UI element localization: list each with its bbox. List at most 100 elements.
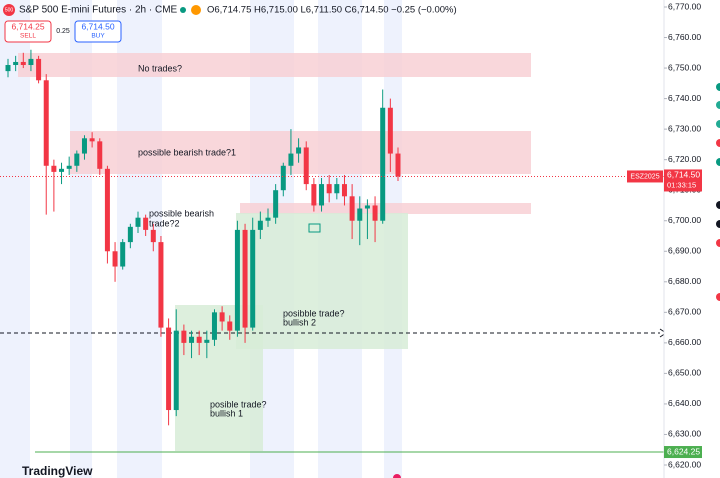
candle-body — [135, 217, 141, 227]
candle-body — [36, 58, 42, 81]
candle-body — [372, 205, 378, 221]
d-badge — [191, 5, 201, 15]
symbol-icon — [3, 4, 15, 16]
candle-body — [196, 336, 202, 343]
y-tick-label: 6,640.00 — [668, 398, 701, 408]
y-tick-label: 6,750.00 — [668, 62, 701, 72]
symbol-tag-bg — [627, 170, 663, 183]
candle-body — [43, 80, 49, 166]
annotation: posible trade? — [210, 399, 267, 409]
candle-body — [364, 205, 370, 209]
buy-price: 6,714.50 — [81, 21, 114, 31]
candle-body — [265, 217, 271, 221]
spread: 0.25 — [56, 28, 70, 35]
y-tick-label: 6,720.00 — [668, 154, 701, 164]
annotation: bullish 2 — [283, 317, 316, 327]
candle-body — [127, 226, 133, 243]
candle-body — [89, 138, 95, 142]
candle-body — [59, 168, 65, 172]
candle-body — [74, 153, 80, 166]
price-axis-bg — [664, 0, 702, 478]
candle-body — [173, 330, 179, 411]
y-tick-label: 6,650.00 — [668, 368, 701, 378]
candle-body — [28, 58, 34, 66]
annotation: No trades? — [138, 63, 182, 73]
candle-body — [280, 165, 286, 191]
status-dot — [180, 7, 186, 13]
y-tick-label: 6,630.00 — [668, 429, 701, 439]
y-tick-label: 6,680.00 — [668, 276, 701, 286]
candle-body — [189, 336, 195, 343]
sell-price: 6,714.25 — [11, 21, 44, 31]
symbol-badge: 500 — [5, 7, 14, 13]
y-tick-label: 6,660.00 — [668, 337, 701, 347]
zones — [18, 53, 531, 451]
candle-body — [273, 190, 279, 218]
countdown: 01:33:15 — [667, 180, 696, 189]
event-marker — [393, 474, 401, 478]
candle-body — [120, 242, 126, 267]
candle-body — [51, 165, 57, 172]
horizontal-line-label-bg — [664, 446, 702, 459]
candle-body — [81, 138, 87, 154]
candle-body — [143, 217, 149, 230]
ohlc-header: O6,714.75 H6,715.00 L6,711.50 C6,714.50 … — [207, 5, 457, 16]
buy-label: BUY — [91, 33, 105, 40]
annotation: possible bearish — [149, 208, 214, 218]
y-tick-label: 6,740.00 — [668, 93, 701, 103]
symbol-tag: ESZ2025 — [630, 173, 659, 180]
chart-title: S&P 500 E-mini Futures · 2h · CME — [19, 5, 178, 16]
price-label-bg — [664, 169, 702, 192]
candle-body — [158, 242, 164, 328]
candle-body — [319, 184, 325, 206]
y-tick-label: 6,760.00 — [668, 32, 701, 42]
candle-body — [296, 147, 302, 154]
candle-body — [257, 220, 263, 230]
candle-body — [242, 229, 248, 328]
candle-body — [303, 147, 309, 185]
candle-body — [227, 321, 233, 331]
candle-body — [326, 184, 332, 194]
candle-body — [104, 168, 110, 252]
candle-body — [250, 229, 256, 328]
horizontal-line-label: 6,624.25 — [667, 446, 700, 456]
price-label: 6,714.50 — [667, 170, 700, 180]
candle-body — [13, 61, 19, 66]
candle-body — [288, 153, 294, 166]
y-tick-label: 6,620.00 — [668, 459, 701, 469]
annotation: possible bearish trade?1 — [138, 147, 236, 157]
y-tick-label: 6,770.00 — [668, 1, 701, 11]
candle-body — [166, 327, 172, 411]
logo: TradingView — [22, 464, 93, 478]
y-tick-label: 6,730.00 — [668, 123, 701, 133]
candle-body — [234, 229, 240, 331]
sell-label: SELL — [20, 33, 36, 40]
buy-button[interactable] — [74, 20, 122, 43]
annotation: posibble trade? — [283, 308, 345, 318]
candle-body — [349, 196, 355, 221]
candle-body — [181, 330, 187, 343]
candle-body — [97, 141, 103, 169]
candle-body — [357, 208, 363, 221]
candle-body — [387, 107, 393, 154]
candle-body — [211, 312, 217, 340]
annotation: bullish 1 — [210, 408, 243, 418]
candle-body — [204, 339, 210, 343]
candle-body — [311, 184, 317, 206]
candle-body — [150, 229, 156, 243]
candle-body — [334, 184, 340, 194]
y-tick-label: 6,700.00 — [668, 215, 701, 225]
candle-body — [66, 165, 72, 169]
candle-body — [20, 61, 26, 66]
side-toolbar — [702, 0, 720, 478]
candle-body — [219, 312, 225, 322]
y-tick-label: 6,670.00 — [668, 307, 701, 317]
candle-body — [341, 184, 347, 197]
y-tick-label: 6,690.00 — [668, 246, 701, 256]
candle-body — [395, 153, 401, 177]
sell-button[interactable] — [4, 20, 52, 43]
annotation: trade?2 — [149, 218, 180, 228]
candle-body — [5, 65, 11, 72]
candle-body — [380, 107, 386, 221]
